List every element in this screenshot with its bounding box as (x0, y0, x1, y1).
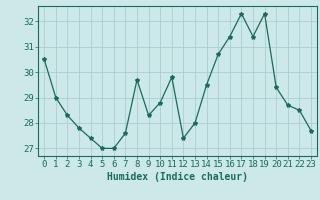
X-axis label: Humidex (Indice chaleur): Humidex (Indice chaleur) (107, 172, 248, 182)
